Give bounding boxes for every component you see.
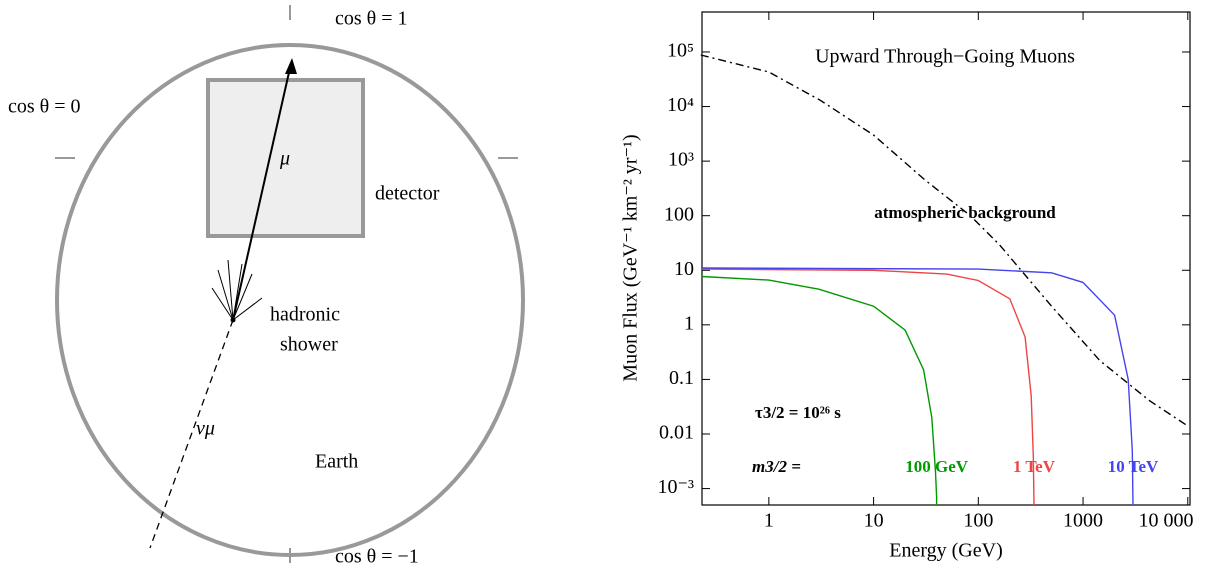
arrowhead	[285, 58, 297, 74]
y-tick-label: 0.1	[669, 367, 694, 389]
x-tick-label: 1000	[1063, 510, 1103, 532]
label: detector	[375, 183, 440, 205]
chart: Upward Through−Going Muons Energy (GeV) …	[620, 11, 1194, 562]
y-tick-label: 100	[664, 203, 694, 225]
y-tick-label: 10³	[668, 149, 694, 171]
series-label: 100 GeV	[905, 457, 969, 476]
x-tick-label: 10 000	[1139, 510, 1194, 532]
label: cos θ = −1	[335, 546, 419, 568]
vertex	[230, 317, 236, 323]
x-tick-label: 100	[963, 510, 993, 532]
x-tick-label: 1	[764, 510, 774, 532]
series-line	[701, 267, 1134, 506]
label: shower	[280, 334, 338, 356]
y-tick-label: 10⁵	[667, 40, 694, 62]
label: Earth	[315, 451, 358, 473]
label: μ	[279, 148, 290, 170]
x-axis-label: Energy (GeV)	[889, 540, 1002, 562]
series-line	[701, 275, 938, 505]
y-tick-label: 10⁻³	[657, 476, 694, 498]
series-label: 10 TeV	[1108, 457, 1159, 476]
annotation: τ3/2 = 10²⁶ s	[755, 403, 841, 422]
y-tick-label: 10⁴	[667, 94, 694, 116]
diagram: cos θ = 1 cos θ = 0 cos θ = −1 μ detecto…	[8, 5, 525, 568]
y-tick-label: 0.01	[659, 422, 694, 444]
label: cos θ = 0	[8, 96, 81, 118]
annotation: m3/2 =	[752, 457, 801, 476]
muon-track	[232, 67, 291, 321]
chart-title: Upward Through−Going Muons	[815, 46, 1075, 68]
series-line	[701, 268, 1035, 506]
plot-frame	[701, 11, 1191, 506]
label: hadronic	[270, 304, 340, 326]
neutrino-track	[149, 319, 234, 549]
y-axis-label: Muon Flux (GeV⁻¹ km⁻² yr⁻¹)	[620, 134, 642, 381]
label: cos θ = 1	[335, 8, 408, 30]
y-tick-label: 10	[674, 258, 694, 280]
y-tick-label: 1	[684, 312, 694, 334]
label: νμ	[196, 418, 215, 440]
shower-lines	[211, 259, 263, 321]
series-label: 1 TeV	[1013, 457, 1056, 476]
detector-box	[206, 78, 365, 238]
x-tick-label: 10	[864, 510, 884, 532]
series-line	[700, 54, 1189, 427]
